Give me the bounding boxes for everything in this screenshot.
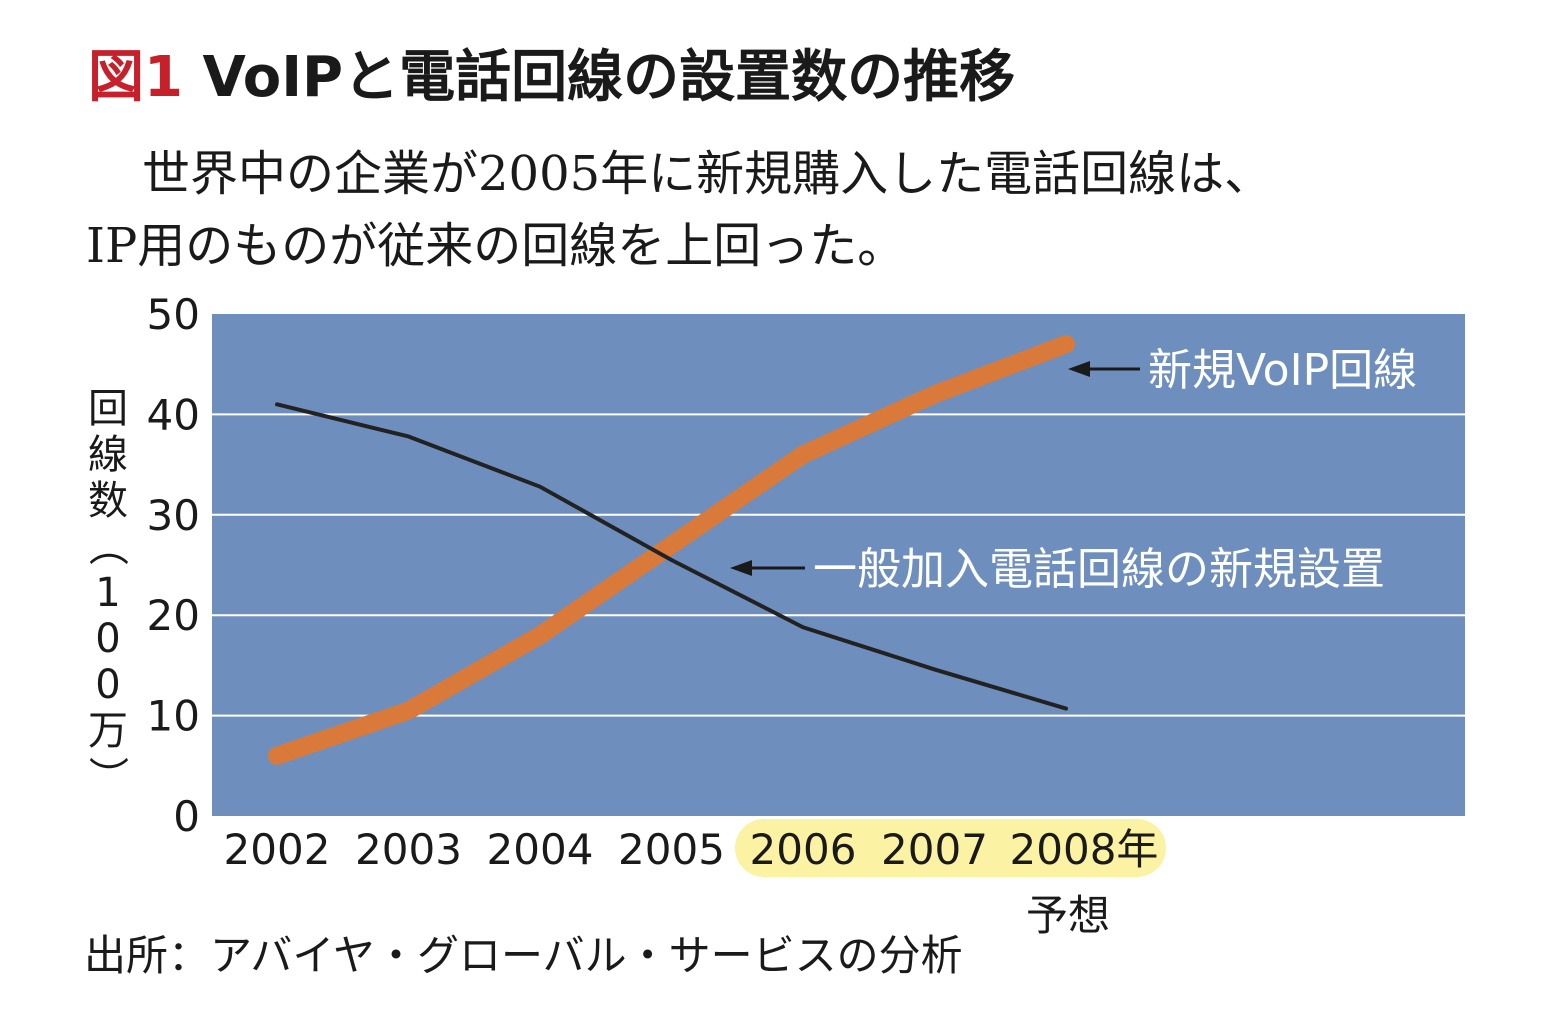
y-label-char-1: 線 bbox=[88, 432, 128, 478]
grid-lines bbox=[212, 413, 1465, 717]
subtitle-line-2: IP用のものが従来の回線を上回った。 bbox=[86, 218, 906, 274]
y-label-char-0: 回 bbox=[88, 386, 128, 432]
y-label-char-4: 1 bbox=[95, 570, 120, 616]
annotation-arrow-head-0 bbox=[1068, 361, 1090, 377]
plot-area bbox=[212, 314, 1465, 816]
y-label-char-3: （ bbox=[84, 526, 130, 566]
x-tick-label-1: 2003 bbox=[355, 825, 462, 874]
series-label-1: 一般加入電話回線の新規設置 bbox=[813, 544, 1385, 595]
x-tick-label-6: 2008年 bbox=[1010, 825, 1159, 874]
chart-title: 図1 VoIPと電話回線の設置数の推移 bbox=[88, 50, 1015, 106]
y-tick-label-10: 10 bbox=[147, 692, 200, 741]
figure-label: 図1 bbox=[88, 45, 183, 110]
y-tick-labels: 0 10 20 30 40 50 bbox=[147, 290, 200, 841]
y-label-char-5: 0 bbox=[95, 616, 120, 662]
forecast-note: 予想 bbox=[1026, 891, 1110, 940]
y-tick-label-20: 20 bbox=[147, 591, 200, 640]
y-label-char-6: 0 bbox=[95, 662, 120, 708]
series-label-0: 新規VoIP回線 bbox=[1148, 345, 1417, 396]
y-tick-label-50: 50 bbox=[147, 290, 200, 339]
series-lines bbox=[268, 335, 1075, 765]
series-line-0 bbox=[268, 335, 1075, 765]
x-tick-label-4: 2006 bbox=[750, 825, 857, 874]
annotation-arrow-head-1 bbox=[730, 560, 752, 576]
source-note: 出所：アバイヤ・グローバル・サービスの分析 bbox=[84, 931, 963, 980]
subtitle-line-1: 世界中の企業が2005年に新規購入した電話回線は、 bbox=[142, 146, 1273, 202]
y-tick-label-40: 40 bbox=[147, 390, 200, 439]
y-label-char-8: ） bbox=[84, 756, 130, 796]
chart-subtitle: 世界中の企業が2005年に新規購入した電話回線は、 IP用のものが従来の回線を上… bbox=[86, 138, 1506, 282]
y-tick-label-0: 0 bbox=[173, 792, 200, 841]
y-tick-label-30: 30 bbox=[147, 491, 200, 540]
x-tick-label-0: 2002 bbox=[224, 825, 331, 874]
x-tick-label-3: 2005 bbox=[618, 825, 725, 874]
x-tick-labels: 2002 2003 2004 2005 2006 2007 2008年 bbox=[224, 825, 1159, 874]
y-label-char-2: 数 bbox=[88, 478, 128, 524]
x-tick-label-2: 2004 bbox=[487, 825, 594, 874]
series-line-1 bbox=[275, 402, 1068, 711]
forecast-highlight bbox=[735, 819, 1166, 877]
title-text: VoIPと電話回線の設置数の推移 bbox=[202, 45, 1016, 110]
x-tick-label-5: 2007 bbox=[881, 825, 988, 874]
y-label-char-7: 万 bbox=[88, 708, 128, 754]
